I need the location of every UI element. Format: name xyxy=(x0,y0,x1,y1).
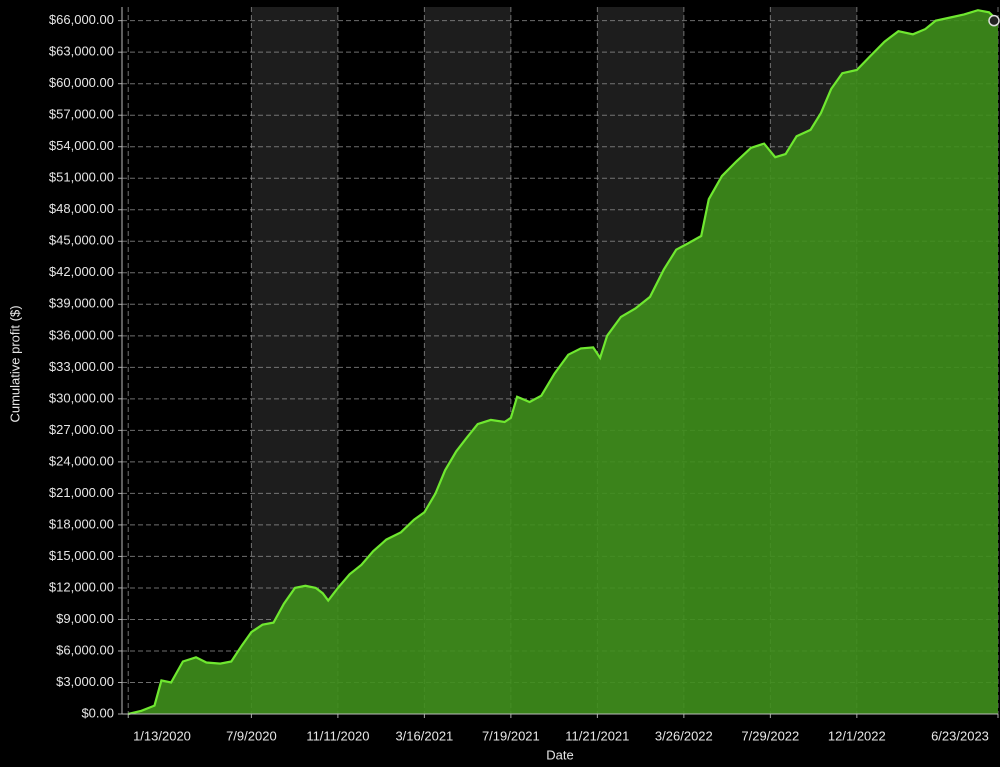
y-tick-label: $24,000.00 xyxy=(49,453,114,468)
y-tick-label: $39,000.00 xyxy=(49,296,114,311)
end-marker xyxy=(988,14,1000,27)
x-axis-title: Date xyxy=(546,747,573,762)
y-tick-label: $30,000.00 xyxy=(49,390,114,405)
y-tick-label: $18,000.00 xyxy=(49,516,114,531)
y-tick-label: $27,000.00 xyxy=(49,422,114,437)
x-tick-label: 11/21/2021 xyxy=(565,728,629,743)
x-tick-label: 7/29/2022 xyxy=(741,728,799,743)
x-tick-label: 6/23/2023 xyxy=(931,728,989,743)
x-tick-label: 7/19/2021 xyxy=(482,728,540,743)
x-tick-label: 12/1/2022 xyxy=(828,728,886,743)
y-tick-label: $48,000.00 xyxy=(49,201,114,216)
y-tick-label: $21,000.00 xyxy=(49,485,114,500)
y-tick-label: $42,000.00 xyxy=(49,264,114,279)
x-tick-label: 1/13/2020 xyxy=(133,728,191,743)
y-tick-label: $45,000.00 xyxy=(49,233,114,248)
x-tick-label: 3/26/2022 xyxy=(655,728,713,743)
y-tick-label: $6,000.00 xyxy=(56,642,114,657)
x-tick-label: 7/9/2020 xyxy=(226,728,277,743)
y-tick-label: $3,000.00 xyxy=(56,674,114,689)
y-tick-label: $33,000.00 xyxy=(49,359,114,374)
y-tick-label: $63,000.00 xyxy=(49,44,114,59)
x-tick-label: 3/16/2021 xyxy=(395,728,453,743)
y-tick-label: $36,000.00 xyxy=(49,327,114,342)
y-tick-label: $9,000.00 xyxy=(56,611,114,626)
y-tick-label: $54,000.00 xyxy=(49,138,114,153)
y-tick-label: $66,000.00 xyxy=(49,12,114,27)
line xyxy=(127,9,999,716)
y-tick-label: $15,000.00 xyxy=(49,548,114,563)
y-tick-label: $0.00 xyxy=(81,705,114,720)
y-axis-title: Cumulative profit ($) xyxy=(7,305,22,422)
y-tick-label: $57,000.00 xyxy=(49,107,114,122)
y-tick-label: $60,000.00 xyxy=(49,75,114,90)
x-tick-label: 11/11/2020 xyxy=(306,728,369,743)
y-tick-label: $12,000.00 xyxy=(49,579,114,594)
y-tick-label: $51,000.00 xyxy=(49,170,114,185)
